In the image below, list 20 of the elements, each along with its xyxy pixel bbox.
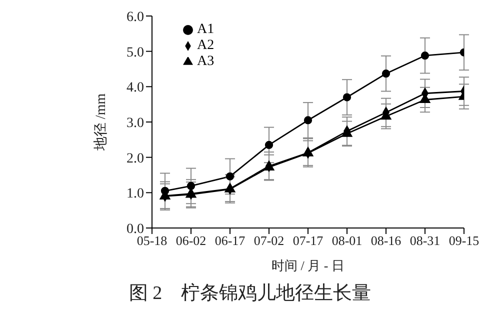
y-tick-label: 1.0 bbox=[126, 186, 144, 202]
x-axis-title: 时间 / 月 - 日 bbox=[272, 258, 344, 273]
y-tick-label: 3.0 bbox=[126, 116, 144, 131]
x-tick-label: 08-31 bbox=[410, 233, 440, 248]
y-tick-label: 5.0 bbox=[126, 45, 144, 60]
y-tick-label: 6.0 bbox=[126, 10, 144, 25]
x-tick-label: 07-17 bbox=[292, 233, 324, 248]
legend-label: A3 bbox=[197, 54, 214, 69]
text: 图 2 柠条锦鸡儿地径生长量 bbox=[128, 282, 372, 306]
x-tick-label: 09-15 bbox=[448, 233, 480, 248]
y-tick-label: 4.0 bbox=[126, 80, 144, 96]
legend-label: A1 bbox=[197, 22, 214, 37]
x-tick-label: 08-16 bbox=[370, 233, 402, 248]
x-tick-label: 06-17 bbox=[214, 233, 246, 248]
x-tick-label: 06-02 bbox=[176, 233, 206, 248]
legend-label: A2 bbox=[197, 38, 214, 53]
y-axis-title: 地径 /mm bbox=[92, 93, 109, 152]
x-tick-label: 07-02 bbox=[254, 233, 284, 248]
x-tick-label: 08-01 bbox=[332, 233, 362, 248]
y-tick-label: 2.0 bbox=[126, 151, 144, 166]
